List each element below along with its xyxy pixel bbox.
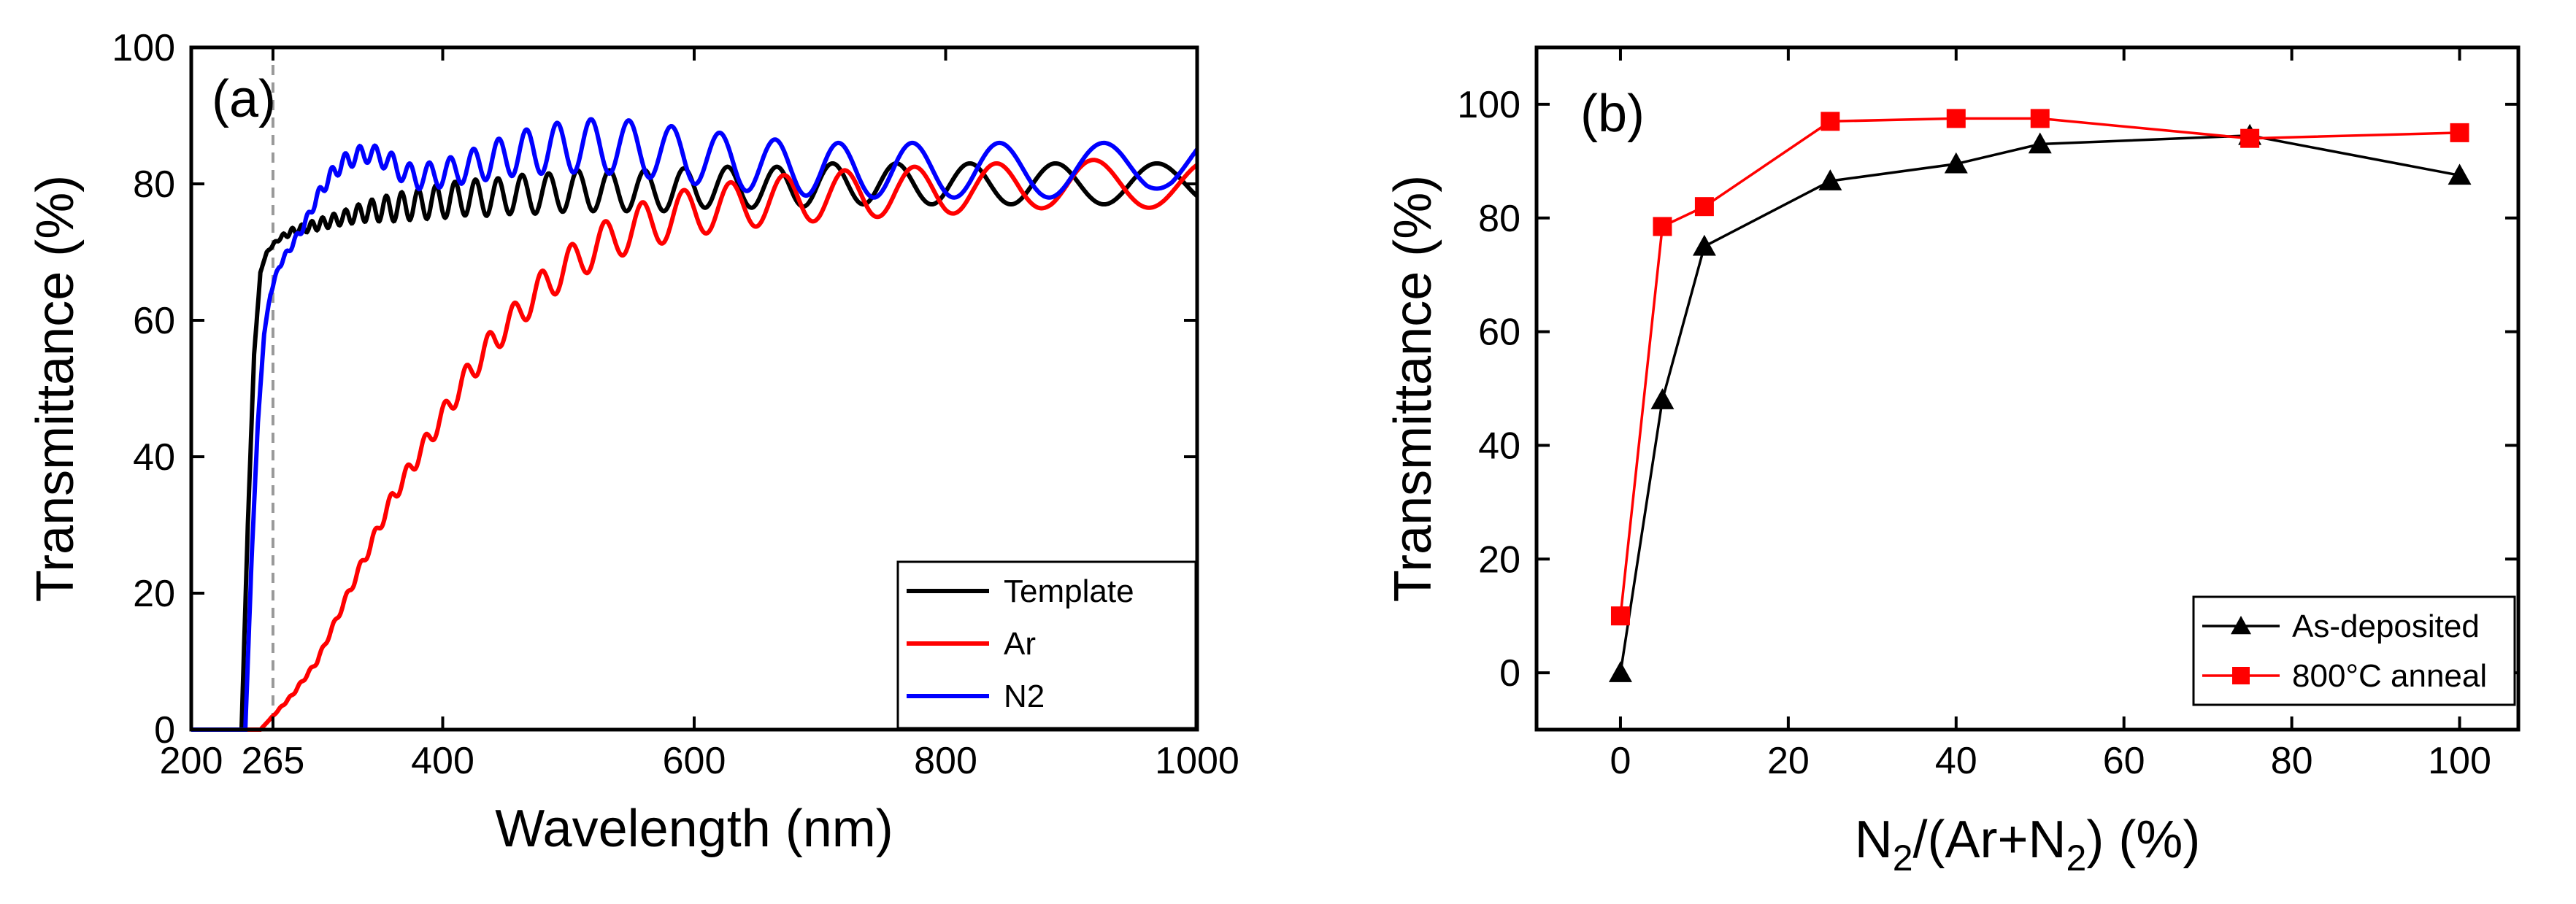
y-tick-label: 60 [1478,312,1520,354]
panel-b-y-axis-title: Transmittance (%) [1384,175,1442,602]
panel-a-y-axis-title: Transmittance (%) [26,175,85,602]
data-point [1610,606,1630,626]
series-line-template [191,161,1199,732]
y-tick-label: 80 [133,163,175,206]
panel-a-legend: Template Ar N2 [896,560,1197,730]
y-tick-label: 40 [1478,425,1520,467]
legend-label: Ar [1004,626,1036,662]
panel-a-label: (a) [212,70,276,128]
y-tick-label: 0 [1499,652,1520,695]
y-tick-label: 20 [1478,538,1520,581]
data-point [1694,197,1714,217]
panel-b-legend: As-deposited 800°C anneal [2192,595,2516,706]
x-tick-label: 800 [914,740,977,782]
data-point [2240,128,2260,148]
x-title-sub2: 2 [2066,838,2087,878]
data-point [1608,661,1632,682]
data-point [2030,109,2050,128]
y-tick-label: 100 [112,27,175,69]
y-tick-label: 80 [1478,198,1520,240]
legend-label: As-deposited [2292,609,2480,644]
x-tick-label: 60 [2103,740,2145,782]
x-tick-label: 600 [663,740,726,782]
data-point [1818,169,1842,190]
panel-b-plot-frame [1534,45,2521,732]
data-point [2448,163,2472,185]
panel-a-chart: 200 265 400 600 800 1000 0 20 40 60 80 100 (a) Wave… [26,27,1239,858]
data-point [1944,152,1968,174]
series-line-as-deposited [1619,134,2460,673]
x-title-end: ) (%) [2086,811,2200,869]
panel-b-x-axis-title: N2/(Ar+N2) (%) [1855,811,2201,878]
x-tick-label: 400 [411,740,474,782]
data-point [1650,388,1675,409]
x-tick-label: 265 [242,740,305,782]
panel-a-x-axis-title: Wavelength (nm) [495,800,893,858]
data-point [1692,234,1716,256]
x-title-n: N [1855,811,1893,869]
legend-marker [2232,667,2250,684]
legend-label: Template [1004,573,1134,609]
x-tick-label: 80 [2271,740,2313,782]
x-tick-label: 1000 [1155,740,1239,782]
x-title-mid: /(Ar+N [1913,811,2066,869]
x-tick-label: 100 [2428,740,2491,782]
data-point [2028,132,2052,154]
panel-b-series-group [1608,109,2472,682]
x-tick-label: 200 [160,740,223,782]
series-line-ar [191,158,1199,732]
y-tick-label: 20 [133,573,175,615]
y-tick-label: 60 [133,300,175,342]
data-point [1653,217,1672,236]
legend-label: 800°C anneal [2292,658,2487,694]
legend-box [2192,595,2516,706]
x-title-sub1: 2 [1893,838,1913,878]
series-line-800-c-anneal [1619,117,2460,617]
x-tick-label: 0 [1610,740,1631,782]
x-tick-label: 20 [1767,740,1810,782]
data-point [2450,123,2469,142]
panel-b-label: (b) [1580,85,1645,143]
y-tick-label: 40 [133,436,175,479]
legend-label: N2 [1004,679,1045,714]
panel-a-series-group [191,117,1199,732]
y-tick-label: 0 [154,709,175,752]
x-tick-label: 40 [1935,740,1977,782]
y-tick-label: 100 [1457,84,1520,126]
data-point [1946,109,1966,128]
data-point [1820,112,1840,131]
series-line-n2 [191,117,1199,732]
legend-marker [2231,616,2251,635]
